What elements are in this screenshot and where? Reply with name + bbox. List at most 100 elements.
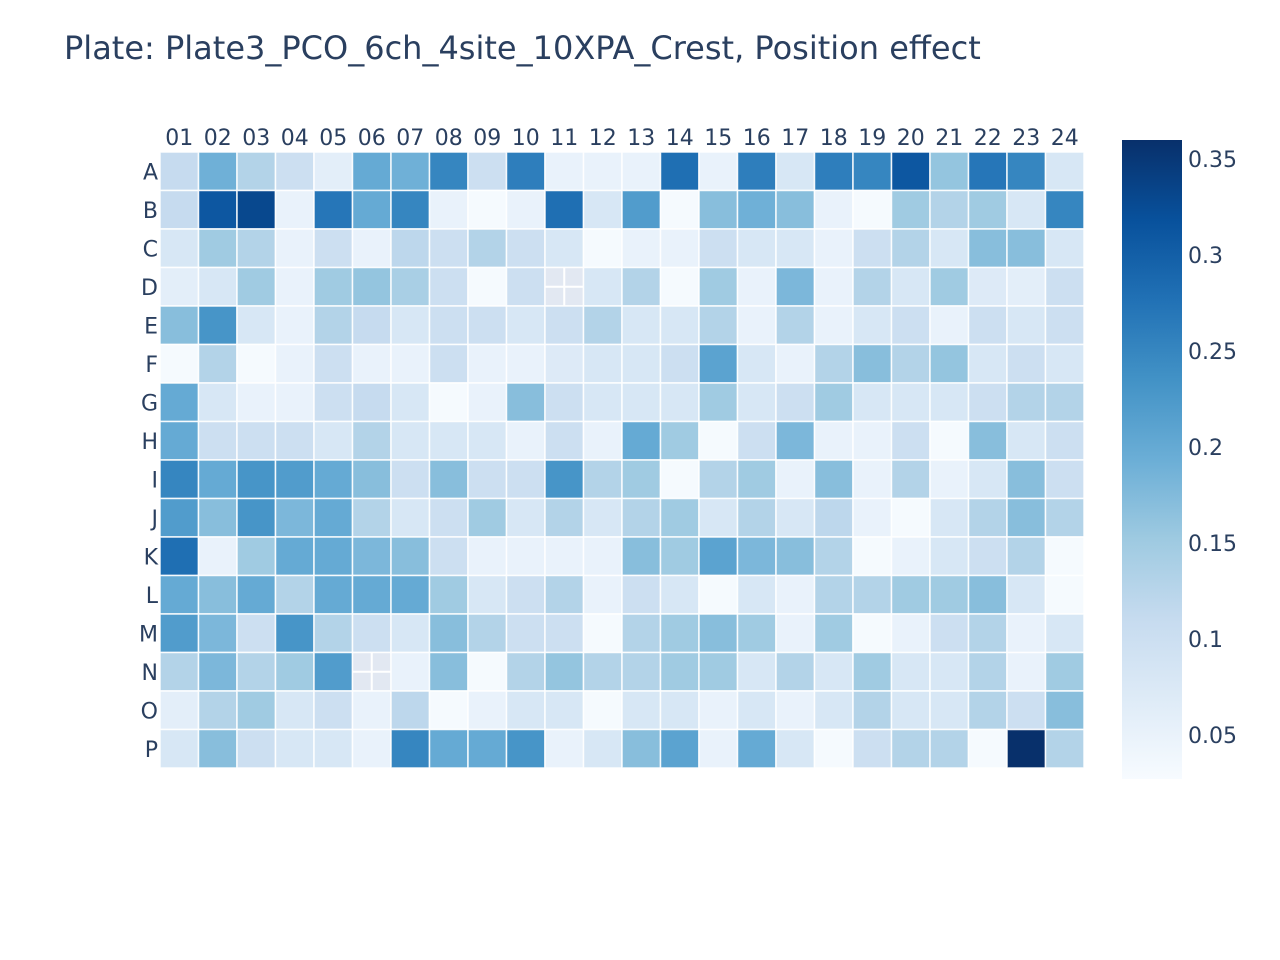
heatmap-cell-P20 (890, 728, 931, 769)
heatmap-cell-A09 (467, 151, 508, 192)
heatmap-cell-G23 (1006, 382, 1047, 423)
heatmap-cell-O12 (582, 690, 623, 731)
heatmap-cell-O24 (1044, 690, 1085, 731)
heatmap-cell-N12 (582, 651, 623, 692)
heatmap-cell-H01 (159, 420, 200, 461)
column-label-07: 07 (396, 126, 424, 151)
heatmap-cell-N01 (159, 651, 200, 692)
heatmap-cell-C05 (313, 228, 354, 269)
heatmap-cell-O13 (621, 690, 662, 731)
heatmap-cell-H04 (274, 420, 315, 461)
heatmap-cell-D22 (967, 266, 1008, 307)
heatmap-cell-J12 (582, 497, 623, 538)
heatmap-cell-A04 (274, 151, 315, 192)
heatmap-cell-A18 (813, 151, 854, 192)
colorbar-tick-labels: 0.05 0.1 0.15 0.2 0.25 0.3 0.35 (1188, 148, 1237, 749)
heatmap-cell-C13 (621, 228, 662, 269)
row-label-M: M (139, 622, 158, 647)
heatmap-cell-L24 (1044, 574, 1085, 615)
heatmap-cell-B19 (852, 189, 893, 230)
heatmap-cell-H16 (736, 420, 777, 461)
heatmap-cell-G19 (852, 382, 893, 423)
heatmap-cell-M12 (582, 613, 623, 654)
heatmap-cell-K03 (236, 536, 277, 577)
heatmap-cell-E21 (929, 305, 970, 346)
column-label-11: 11 (550, 126, 578, 151)
heatmap-cell-H06 (351, 420, 392, 461)
heatmap-cell-P06 (351, 728, 392, 769)
heatmap-cell-C22 (967, 228, 1008, 269)
heatmap-cell-H20 (890, 420, 931, 461)
heatmap-cell-J07 (390, 497, 431, 538)
heatmap-cell-L01 (159, 574, 200, 615)
heatmap-cell-P15 (698, 728, 739, 769)
heatmap-cell-O04 (274, 690, 315, 731)
heatmap-cell-J10 (505, 497, 546, 538)
row-label-G: G (141, 391, 158, 416)
heatmap-cell-C20 (890, 228, 931, 269)
heatmap-cell-O22 (967, 690, 1008, 731)
heatmap-cell-F04 (274, 343, 315, 384)
column-label-05: 05 (319, 126, 347, 151)
heatmap-cell-B09 (467, 189, 508, 230)
heatmap-cell-N18 (813, 651, 854, 692)
heatmap-cell-G24 (1044, 382, 1085, 423)
heatmap-cell-A11 (544, 151, 585, 192)
heatmap-cell-P19 (852, 728, 893, 769)
heatmap-cell-O02 (197, 690, 238, 731)
heatmap-cell-P14 (659, 728, 700, 769)
heatmap-cell-N24 (1044, 651, 1085, 692)
heatmap-cell-N14 (659, 651, 700, 692)
heatmap-cell-O06 (351, 690, 392, 731)
heatmap-cell-M06 (351, 613, 392, 654)
heatmap-cell-O20 (890, 690, 931, 731)
heatmap-cell-E07 (390, 305, 431, 346)
heatmap-cell-C10 (505, 228, 546, 269)
heatmap-cell-K23 (1006, 536, 1047, 577)
heatmap-cell-G12 (582, 382, 623, 423)
column-label-20: 20 (897, 126, 925, 151)
heatmap-cell-D15 (698, 266, 739, 307)
heatmap-cell-D03 (236, 266, 277, 307)
heatmap-cell-I21 (929, 459, 970, 500)
heatmap-cell-O19 (852, 690, 893, 731)
heatmap-cell-I13 (621, 459, 662, 500)
heatmap-cell-J24 (1044, 497, 1085, 538)
heatmap-cell-K20 (890, 536, 931, 577)
heatmap-cell-L05 (313, 574, 354, 615)
heatmap-cell-I07 (390, 459, 431, 500)
heatmap-cell-D19 (852, 266, 893, 307)
heatmap-cell-M15 (698, 613, 739, 654)
row-label-L: L (146, 584, 159, 609)
row-label-C: C (143, 237, 158, 262)
row-label-J: J (150, 507, 159, 532)
heatmap-cell-E04 (274, 305, 315, 346)
heatmap-cell-C06 (351, 228, 392, 269)
heatmap-cell-B04 (274, 189, 315, 230)
heatmap-cell-F08 (428, 343, 469, 384)
heatmap-cell-F19 (852, 343, 893, 384)
heatmap-cell-B13 (621, 189, 662, 230)
heatmap-cell-A20 (890, 151, 931, 192)
heatmap-cell-F02 (197, 343, 238, 384)
heatmap-cell-K12 (582, 536, 623, 577)
heatmap-cell-I17 (775, 459, 816, 500)
heatmap-cell-D06 (351, 266, 392, 307)
column-label-19: 19 (858, 126, 886, 151)
heatmap-cell-I02 (197, 459, 238, 500)
column-label-09: 09 (473, 126, 501, 151)
heatmap-cell-B06 (351, 189, 392, 230)
row-label-I: I (152, 468, 159, 493)
heatmap-cell-G17 (775, 382, 816, 423)
heatmap-cell-G01 (159, 382, 200, 423)
heatmap-cell-G09 (467, 382, 508, 423)
heatmap-cell-I03 (236, 459, 277, 500)
missing-marker-D11 (545, 267, 584, 306)
heatmap-cell-K05 (313, 536, 354, 577)
heatmap-cell-O23 (1006, 690, 1047, 731)
heatmap-cell-E05 (313, 305, 354, 346)
heatmap-cell-L11 (544, 574, 585, 615)
heatmap-cell-I18 (813, 459, 854, 500)
heatmap-cell-I09 (467, 459, 508, 500)
